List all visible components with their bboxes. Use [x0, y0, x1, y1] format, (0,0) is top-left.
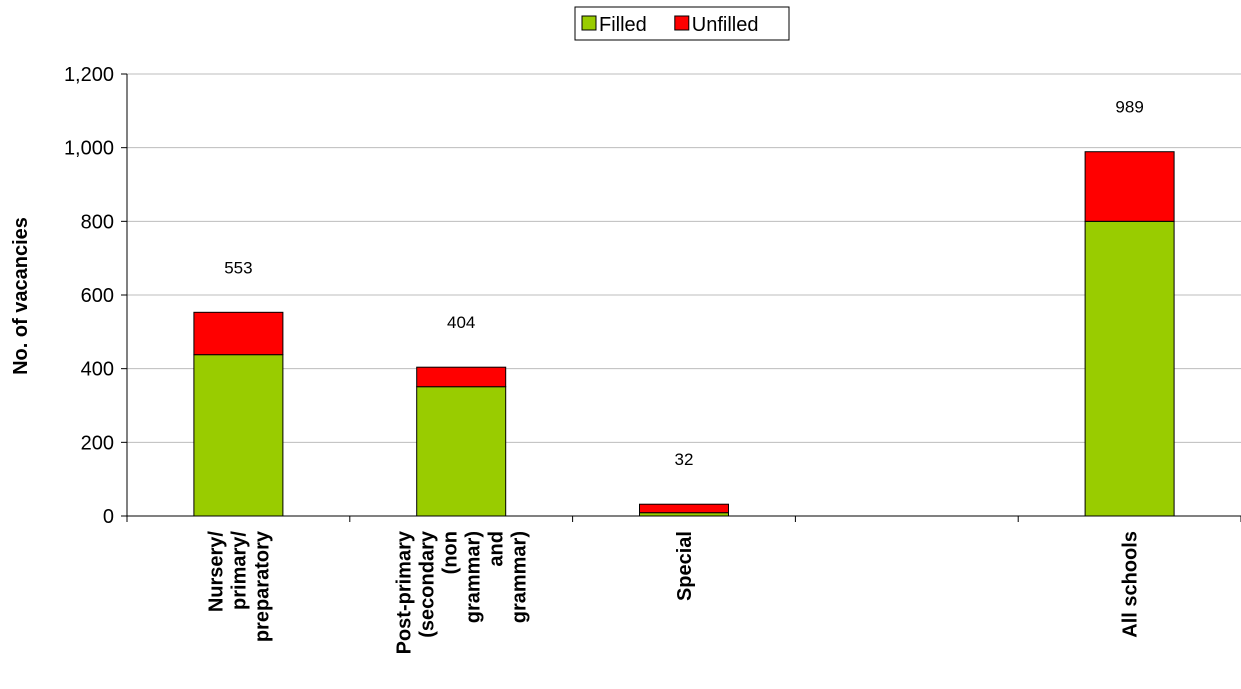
- bar-filled: [416, 386, 507, 517]
- bars: [193, 151, 1175, 517]
- y-tick-label: 200: [81, 432, 114, 454]
- y-tick-label: 1,000: [64, 138, 114, 160]
- legend-label-filled: Filled: [599, 14, 647, 36]
- x-tick-label: Special: [674, 531, 696, 601]
- legend-swatch-unfilled: [674, 15, 690, 31]
- total-label: 553: [224, 258, 252, 277]
- gridlines: [127, 73, 1241, 443]
- x-tick-label: Post-primary: [394, 530, 416, 654]
- legend: Filled Unfilled: [574, 6, 790, 41]
- bar-unfilled: [416, 366, 507, 388]
- x-tick-label: (non: [440, 531, 462, 574]
- bar-unfilled: [1084, 151, 1175, 222]
- y-axis-label: No. of vacancies: [10, 217, 32, 375]
- y-tick-labels: 0 200 400 600 800 1,000 1,200: [64, 64, 114, 528]
- total-label: 32: [675, 450, 694, 469]
- total-label: 989: [1115, 98, 1143, 117]
- x-tick-label: preparatory: [251, 530, 273, 642]
- y-tick-label: 400: [81, 359, 114, 381]
- total-labels: 553 404 32 989: [224, 98, 1144, 469]
- axes: [121, 73, 1241, 522]
- x-tick-label: primary/: [228, 531, 250, 610]
- x-tick-label: All schools: [1120, 531, 1142, 638]
- total-label: 404: [447, 313, 475, 332]
- y-tick-label: 0: [103, 506, 114, 528]
- x-tick-label: Nursery/: [205, 531, 227, 613]
- bar-unfilled: [639, 503, 729, 514]
- bar-filled: [1084, 220, 1175, 517]
- x-tick-label: (secondary: [417, 530, 439, 638]
- legend-swatch-filled: [581, 15, 597, 31]
- bar-filled: [193, 354, 284, 517]
- bar-unfilled: [193, 311, 284, 356]
- x-tick-label: grammar): [509, 531, 531, 623]
- x-tick-labels: Nursery/primary/preparatory Post-primary(…: [205, 530, 1141, 654]
- y-tick-label: 1,200: [64, 64, 114, 86]
- y-tick-label: 800: [81, 211, 114, 233]
- legend-label-unfilled: Unfilled: [692, 14, 759, 36]
- x-tick-label: grammar): [463, 531, 485, 623]
- y-tick-label: 600: [81, 285, 114, 307]
- x-tick-label: and: [486, 531, 508, 567]
